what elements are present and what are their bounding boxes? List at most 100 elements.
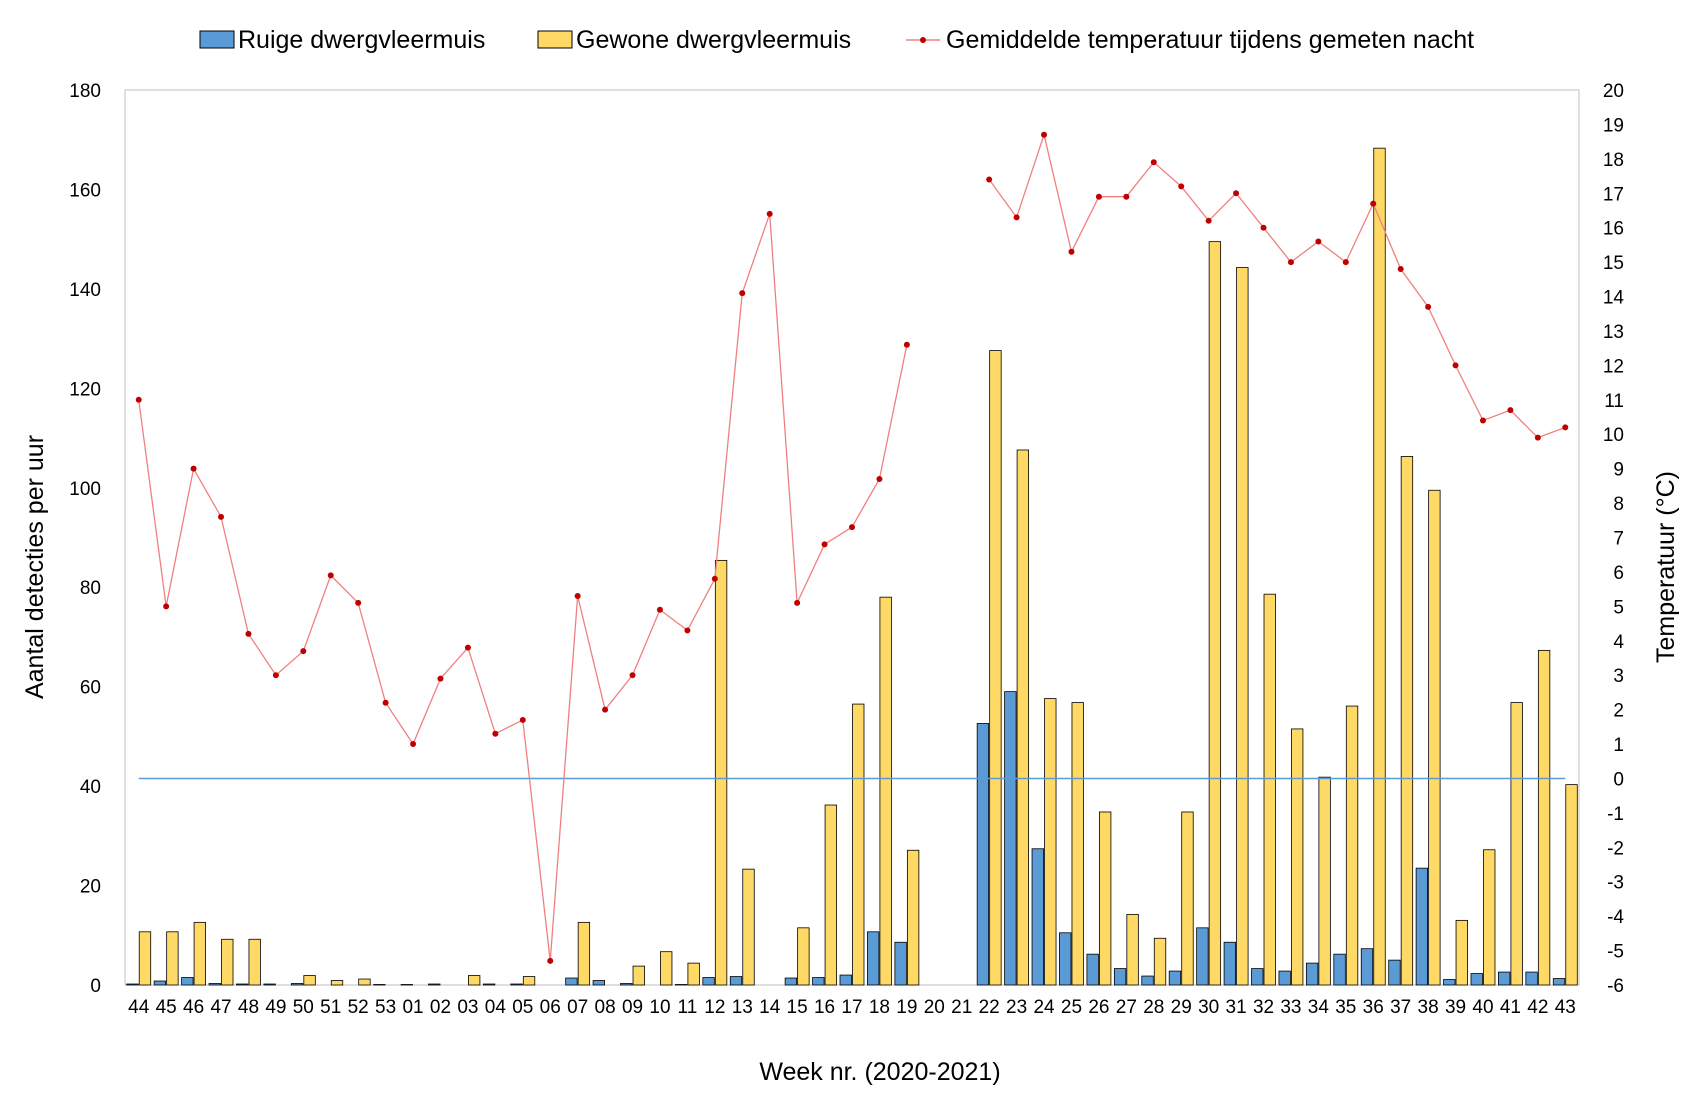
y-axis-left-ticks: 0 20 40 60 80 100 120 140 160 180: [69, 81, 101, 997]
bar-gewone-week-37: [1400, 456, 1414, 986]
bar-ruige-week-40: [1470, 973, 1483, 986]
temperature-point-week-31: [1233, 190, 1240, 197]
y-right-tick-label: 13: [1603, 322, 1624, 343]
bar-gewone-week-25: [1071, 702, 1084, 986]
y-right-tick-label: -3: [1607, 873, 1624, 894]
x-tick-label: 50: [293, 997, 314, 1018]
y-right-tick-label: 7: [1613, 529, 1624, 550]
bar-ruige-week-32: [1251, 968, 1264, 986]
bar-ruige-week-46: [181, 977, 194, 986]
y-right-tick-label: 1: [1613, 735, 1624, 756]
y-left-tick-label: 20: [80, 877, 101, 898]
bar-gewone-week-03: [468, 975, 481, 986]
y-right-tick-label: 14: [1603, 288, 1625, 309]
x-tick-label: 07: [567, 997, 588, 1018]
legend: Ruige dwergvleermuis Gewone dwergvleermu…: [199, 26, 1474, 54]
temperature-point-week-17: [849, 524, 855, 531]
y-right-tick-label: 0: [1613, 769, 1624, 790]
bar-gewone-week-05: [522, 976, 536, 986]
bar-ruige-week-12: [702, 977, 715, 986]
legend-marker-temperature: [920, 37, 926, 43]
x-tick-label: 31: [1226, 997, 1247, 1018]
temperature-point-week-25: [1068, 248, 1075, 255]
x-tick-label: 28: [1143, 997, 1164, 1018]
y-left-tick-label: 120: [69, 379, 101, 400]
temperature-point-week-29: [1178, 183, 1185, 190]
y-left-tick-label: 40: [80, 777, 101, 798]
x-tick-label: 20: [924, 997, 945, 1018]
bar-gewone-week-52: [358, 978, 371, 986]
x-tick-label: 12: [704, 997, 725, 1018]
y-right-tick-label: 18: [1603, 150, 1624, 171]
temperature-line-segment-2: [988, 132, 1566, 439]
y-left-tick-label: 160: [69, 180, 101, 201]
bar-gewone-week-48: [248, 938, 261, 986]
y-left-tick-label: 140: [69, 280, 101, 301]
temperature-point-week-09: [629, 672, 636, 679]
temperature-point-week-47: [218, 513, 225, 520]
temperature-point-week-07: [574, 593, 581, 600]
x-tick-label: 10: [649, 997, 670, 1018]
bar-gewone-week-41: [1510, 702, 1523, 986]
bars-layer: [126, 147, 1578, 986]
y-right-tick-label: 2: [1613, 701, 1624, 722]
temperature-point-week-33: [1287, 259, 1294, 266]
x-tick-label: 21: [951, 997, 972, 1018]
temperature-point-week-41: [1507, 407, 1514, 414]
x-tick-label: 23: [1006, 997, 1027, 1018]
x-tick-label: 18: [869, 997, 890, 1018]
temperature-point-week-03: [464, 644, 471, 651]
bar-ruige-week-39: [1443, 979, 1456, 986]
temperature-line-segment-1: [138, 213, 908, 961]
x-tick-label: 42: [1527, 997, 1548, 1018]
bar-ruige-week-24: [1031, 848, 1044, 986]
bar-ruige-week-50: [290, 983, 304, 986]
bar-gewone-week-38: [1428, 489, 1441, 986]
bar-gewone-week-40: [1483, 849, 1496, 986]
temperature-point-week-51: [327, 572, 334, 579]
y-right-tick-label: 19: [1603, 115, 1624, 136]
temperature-point-week-06: [547, 957, 554, 964]
x-tick-label: 25: [1061, 997, 1082, 1018]
bar-gewone-week-10: [660, 951, 673, 986]
y-right-tick-label: -6: [1607, 976, 1624, 997]
x-tick-label: 43: [1555, 997, 1576, 1018]
x-tick-label: 14: [759, 997, 781, 1018]
temperature-point-week-15: [794, 599, 801, 606]
bar-ruige-week-35: [1333, 953, 1346, 986]
bar-gewone-week-46: [193, 921, 206, 986]
bar-gewone-week-35: [1345, 705, 1359, 986]
temperature-point-week-40: [1479, 417, 1486, 424]
temperature-point-week-34: [1315, 238, 1322, 245]
temperature-point-week-19: [903, 341, 910, 348]
bar-ruige-week-44: [126, 983, 139, 986]
temperature-point-week-53: [382, 699, 389, 706]
temperature-point-week-36: [1370, 200, 1377, 207]
bar-gewone-week-50: [303, 975, 316, 986]
bar-gewone-week-22: [989, 350, 1002, 986]
bar-gewone-week-23: [1016, 449, 1029, 986]
x-tick-label: 06: [540, 997, 561, 1018]
bar-gewone-week-19: [906, 849, 920, 986]
temperature-point-week-46: [190, 465, 197, 472]
y-right-tick-label: 15: [1603, 253, 1624, 274]
x-tick-label: 16: [814, 997, 835, 1018]
x-tick-label: 26: [1088, 997, 1109, 1018]
bar-ruige-week-37: [1388, 959, 1401, 986]
y-axis-left-title: Aantal detecties per uur: [21, 435, 49, 699]
temperature-point-week-01: [410, 741, 417, 748]
legend-swatch-gewone: [537, 30, 573, 49]
bar-ruige-week-26: [1086, 953, 1099, 986]
temperature-point-week-08: [602, 706, 609, 713]
temperature-point-week-28: [1150, 159, 1157, 166]
x-tick-label: 27: [1116, 997, 1137, 1018]
bar-ruige-week-18: [867, 931, 880, 986]
temperature-point-week-44: [135, 396, 142, 403]
y-left-tick-label: 100: [69, 479, 101, 500]
bar-ruige-week-36: [1360, 948, 1374, 986]
bar-gewone-week-24: [1044, 698, 1057, 986]
temperature-point-week-10: [656, 606, 663, 613]
bar-ruige-week-28: [1141, 975, 1154, 986]
x-tick-label: 04: [485, 997, 507, 1018]
